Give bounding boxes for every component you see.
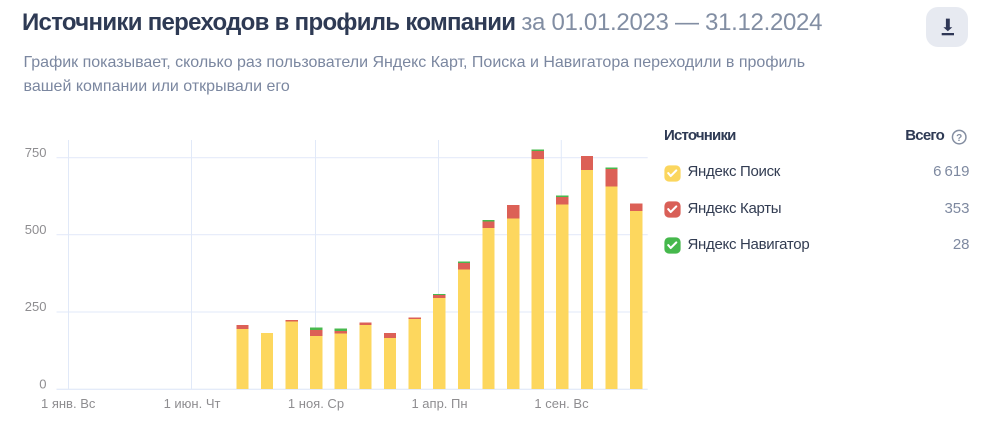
svg-text:0: 0 [39, 377, 46, 392]
svg-text:750: 750 [25, 145, 47, 160]
svg-text:1 янв. Вс: 1 янв. Вс [41, 396, 96, 411]
svg-text:250: 250 [25, 299, 47, 314]
svg-text:1 апр. Пн: 1 апр. Пн [411, 396, 467, 411]
svg-text:1 сен. Вс: 1 сен. Вс [534, 396, 589, 411]
svg-text:?: ? [956, 133, 962, 144]
svg-text:1 ноя. Ср: 1 ноя. Ср [288, 396, 344, 411]
svg-text:500: 500 [25, 222, 47, 237]
svg-text:1 июн. Чт: 1 июн. Чт [164, 396, 221, 411]
